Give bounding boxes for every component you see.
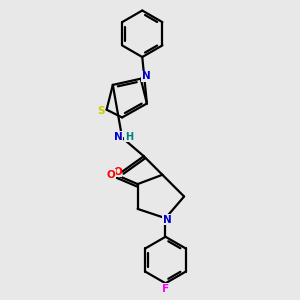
Text: N: N [142,71,151,81]
Text: N: N [163,215,171,225]
Text: H: H [125,132,133,142]
Text: F: F [162,284,169,294]
Text: S: S [97,106,105,116]
Text: O: O [113,167,122,177]
Text: O: O [107,170,116,180]
Text: N: N [114,132,123,142]
